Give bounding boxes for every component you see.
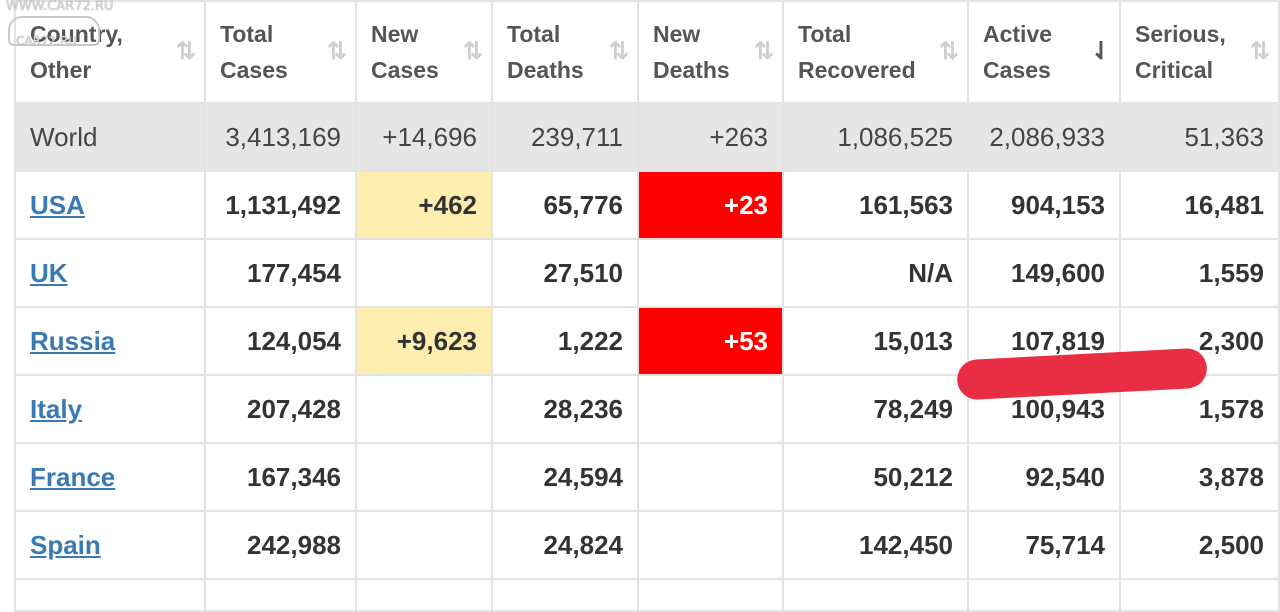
serious-critical: 51,363 bbox=[1119, 102, 1280, 172]
new-cases: +14,696 bbox=[355, 102, 493, 172]
table-row: Spain 242,988 24,824 142,450 75,714 2,50… bbox=[14, 510, 1280, 580]
active-cases: 75,714 bbox=[967, 510, 1121, 580]
country-cell: Spain bbox=[14, 510, 206, 580]
header-new-deaths[interactable]: New Deaths ⇅ bbox=[637, 0, 784, 104]
sort-desc-icon[interactable]: ⇃ bbox=[1090, 38, 1111, 65]
total-deaths: 239,711 bbox=[491, 102, 639, 172]
empty-cell bbox=[782, 578, 969, 612]
empty-cell bbox=[14, 578, 206, 612]
country-cell: Russia bbox=[14, 306, 206, 376]
total-recovered: 1,086,525 bbox=[782, 102, 969, 172]
table-row: USA 1,131,492 +462 65,776 +23 161,563 90… bbox=[14, 170, 1280, 240]
watermark: WWW.CAR72.RU CAR72.RU bbox=[6, 0, 113, 48]
country-link-russia[interactable]: Russia bbox=[30, 325, 116, 356]
total-cases: 177,454 bbox=[204, 238, 357, 308]
sort-icon[interactable]: ⇅ bbox=[938, 38, 959, 65]
country-link-italy[interactable]: Italy bbox=[30, 393, 83, 424]
new-deaths bbox=[637, 374, 784, 444]
new-cases bbox=[355, 374, 493, 444]
total-recovered: 50,212 bbox=[782, 442, 969, 512]
country-link-france[interactable]: France bbox=[30, 461, 116, 492]
country-link-usa[interactable]: USA bbox=[30, 189, 85, 220]
empty-cell bbox=[204, 578, 357, 612]
serious-critical: 16,481 bbox=[1119, 170, 1280, 240]
serious-critical: 2,500 bbox=[1119, 510, 1280, 580]
total-cases: 242,988 bbox=[204, 510, 357, 580]
total-recovered: 78,249 bbox=[782, 374, 969, 444]
new-deaths bbox=[637, 510, 784, 580]
serious-critical: 1,578 bbox=[1119, 374, 1280, 444]
total-deaths: 24,824 bbox=[491, 510, 639, 580]
country-name: World bbox=[14, 102, 206, 172]
new-cases bbox=[355, 510, 493, 580]
active-cases: 904,153 bbox=[967, 170, 1121, 240]
total-recovered: 142,450 bbox=[782, 510, 969, 580]
country-cell: Italy bbox=[14, 374, 206, 444]
total-deaths: 1,222 bbox=[491, 306, 639, 376]
country-link-uk[interactable]: UK bbox=[30, 257, 68, 288]
total-deaths: 28,236 bbox=[491, 374, 639, 444]
total-recovered: 161,563 bbox=[782, 170, 969, 240]
new-cases: +462 bbox=[355, 170, 493, 240]
empty-cell bbox=[967, 578, 1121, 612]
active-cases: 2,086,933 bbox=[967, 102, 1121, 172]
sort-icon[interactable]: ⇅ bbox=[175, 38, 196, 65]
total-cases: 1,131,492 bbox=[204, 170, 357, 240]
header-total-recovered[interactable]: Total Recovered ⇅ bbox=[782, 0, 969, 104]
header-serious-critical[interactable]: Serious, Critical ⇅ bbox=[1119, 0, 1280, 104]
new-deaths: +53 bbox=[637, 306, 784, 376]
sort-icon[interactable]: ⇅ bbox=[462, 38, 483, 65]
country-cell: France bbox=[14, 442, 206, 512]
total-deaths: 27,510 bbox=[491, 238, 639, 308]
table-row: UK 177,454 27,510 N/A 149,600 1,559 bbox=[14, 238, 1280, 308]
header-active-cases[interactable]: Active Cases ⇃ bbox=[967, 0, 1121, 104]
empty-cell bbox=[1119, 578, 1280, 612]
car-logo-icon bbox=[8, 16, 100, 46]
new-cases bbox=[355, 238, 493, 308]
empty-cell bbox=[491, 578, 639, 612]
total-recovered: 15,013 bbox=[782, 306, 969, 376]
empty-cell bbox=[355, 578, 493, 612]
sort-icon[interactable]: ⇅ bbox=[753, 38, 774, 65]
new-deaths bbox=[637, 442, 784, 512]
new-deaths: +23 bbox=[637, 170, 784, 240]
total-deaths: 24,594 bbox=[491, 442, 639, 512]
header-total-deaths[interactable]: Total Deaths ⇅ bbox=[491, 0, 639, 104]
total-cases: 207,428 bbox=[204, 374, 357, 444]
country-cell: USA bbox=[14, 170, 206, 240]
total-deaths: 65,776 bbox=[491, 170, 639, 240]
serious-critical: 1,559 bbox=[1119, 238, 1280, 308]
total-cases: 167,346 bbox=[204, 442, 357, 512]
header-new-cases[interactable]: New Cases ⇅ bbox=[355, 0, 493, 104]
header-total-cases[interactable]: Total Cases ⇅ bbox=[204, 0, 357, 104]
watermark-line2: CAR72.RU bbox=[16, 34, 78, 48]
world-row: World 3,413,169 +14,696 239,711 +263 1,0… bbox=[14, 102, 1280, 172]
country-cell: UK bbox=[14, 238, 206, 308]
table-row-partial bbox=[14, 578, 1280, 612]
new-cases: +9,623 bbox=[355, 306, 493, 376]
new-cases bbox=[355, 442, 493, 512]
empty-cell bbox=[637, 578, 784, 612]
new-deaths bbox=[637, 238, 784, 308]
active-cases: 92,540 bbox=[967, 442, 1121, 512]
active-cases: 149,600 bbox=[967, 238, 1121, 308]
total-cases: 124,054 bbox=[204, 306, 357, 376]
sort-icon[interactable]: ⇅ bbox=[608, 38, 629, 65]
covid-stats-table: Country, Other ⇅ Total Cases ⇅ New Cases ⇅ Tot… bbox=[14, 0, 1280, 612]
sort-icon[interactable]: ⇅ bbox=[1249, 38, 1270, 65]
header-row: Country, Other ⇅ Total Cases ⇅ New Cases ⇅ Tot… bbox=[14, 0, 1280, 104]
new-deaths: +263 bbox=[637, 102, 784, 172]
country-link-spain[interactable]: Spain bbox=[30, 529, 101, 560]
header-country[interactable]: Country, Other ⇅ bbox=[14, 0, 206, 104]
watermark-line1: WWW.CAR72.RU bbox=[6, 0, 114, 14]
sort-icon[interactable]: ⇅ bbox=[326, 38, 347, 65]
total-cases: 3,413,169 bbox=[204, 102, 357, 172]
total-recovered: N/A bbox=[782, 238, 969, 308]
table-row: France 167,346 24,594 50,212 92,540 3,87… bbox=[14, 442, 1280, 512]
serious-critical: 3,878 bbox=[1119, 442, 1280, 512]
